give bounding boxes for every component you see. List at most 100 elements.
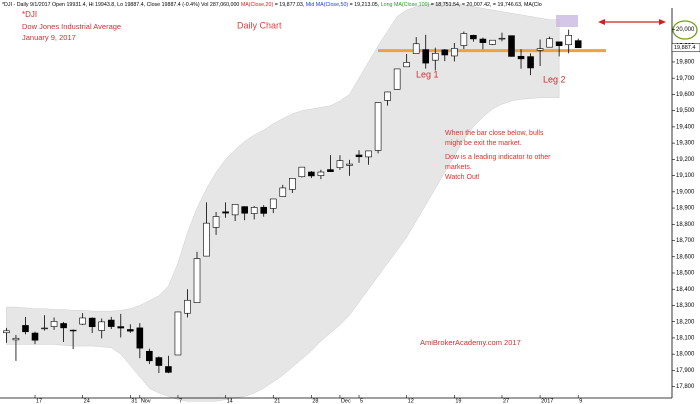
- x-tick-label: 24: [84, 398, 90, 404]
- x-tick-label: 28: [312, 398, 318, 404]
- candle-body: [460, 33, 468, 46]
- x-tick-label: 27: [503, 398, 509, 404]
- y-tick-label: 18,800: [676, 222, 695, 228]
- candle-body: [317, 171, 325, 176]
- candle-body: [546, 38, 553, 48]
- chart-title: Daily Chart: [237, 20, 282, 30]
- annotation: might be exit the market.: [445, 140, 522, 147]
- candle-body: [222, 211, 229, 214]
- candle-body: [155, 357, 163, 366]
- header-part: = 20,007.42,: [462, 2, 493, 8]
- candle-body: [498, 37, 506, 40]
- header-part: Long MA(Close,100): [381, 2, 430, 8]
- y-tick-label: 19,300: [676, 141, 695, 147]
- x-tick-label: 21: [274, 398, 280, 404]
- candle-body: [517, 55, 525, 60]
- candle-body: [479, 38, 487, 43]
- y-tick-label: 18,200: [676, 319, 695, 325]
- candle-body: [289, 178, 296, 190]
- annotation: AmiBrokerAcademy.com 2017: [420, 338, 521, 347]
- candle-body: [174, 311, 182, 356]
- x-tick-label: Nov: [141, 398, 151, 404]
- y-tick-label: 19,500: [676, 108, 695, 114]
- subtitle: Dow Jones Industrial Average: [22, 22, 121, 31]
- header-part: Mid MA(Close,50): [306, 2, 349, 8]
- candle-body: [384, 91, 391, 101]
- y-tick-label: 19,700: [676, 76, 695, 82]
- candle-body: [98, 321, 106, 331]
- candle-body: [31, 332, 39, 341]
- candle-body: [3, 330, 10, 334]
- y-tick-label: 18,000: [676, 352, 695, 358]
- arrow-head: [659, 19, 666, 25]
- candle-body: [536, 48, 544, 51]
- candle-body: [127, 329, 134, 332]
- x-tick-label: Dec: [341, 398, 351, 404]
- annotation: markets.: [445, 164, 472, 171]
- x-tick-label: 2017: [541, 398, 553, 404]
- y-tick-label: 19,400: [676, 124, 695, 130]
- annotation: Leg 1: [416, 69, 439, 79]
- highlight-box: [556, 15, 578, 27]
- last-price-label: 19,887.4: [674, 45, 695, 51]
- candle-body: [374, 102, 382, 151]
- candle-body: [12, 337, 20, 341]
- y-tick-label: 19,800: [676, 60, 695, 66]
- last-price-box: [671, 43, 700, 53]
- candle-body: [451, 48, 458, 57]
- highlight-circle: [672, 20, 698, 40]
- x-tick-label: 17: [36, 398, 42, 404]
- arrow-head: [598, 19, 605, 25]
- x-tick-label: 12: [408, 398, 414, 404]
- x-tick-label: 5: [360, 398, 363, 404]
- candle-body: [22, 325, 29, 333]
- candle-body: [565, 35, 572, 46]
- candle-body: [50, 321, 58, 327]
- candle-body: [470, 35, 477, 40]
- y-tick-label: 17,900: [676, 368, 695, 374]
- annotation: Watch Out!: [445, 174, 480, 181]
- candle-body: [69, 329, 77, 332]
- header-part: = 19,213.05,: [348, 2, 381, 8]
- x-tick-label: 7: [179, 398, 182, 404]
- candle-layer: [3, 29, 582, 374]
- candle-body: [136, 327, 144, 349]
- candle-body: [574, 40, 582, 49]
- annotations: Leg 1 Leg 2 When the bar close below, bull…: [416, 69, 566, 347]
- candle-body: [336, 160, 344, 168]
- bollinger-band: [6, 1, 560, 402]
- x-tick-label: 31: [131, 398, 137, 404]
- candle-body: [117, 326, 125, 329]
- candle-body: [327, 169, 334, 172]
- candle-body: [212, 216, 220, 228]
- candle-body: [203, 222, 210, 257]
- y-tick-label: 18,100: [676, 336, 695, 342]
- y-tick-label: 17,800: [676, 384, 695, 390]
- candle-body: [79, 317, 86, 325]
- y-tick-label: 18,900: [676, 206, 695, 212]
- candle-body: [403, 62, 410, 68]
- candle-body: [260, 206, 268, 214]
- candle-body: [441, 49, 449, 56]
- candle-body: [393, 68, 401, 90]
- header: *DJI - Daily 9/1/2017 Open 19931.4, Hi 1…: [2, 2, 542, 8]
- candle-body: [193, 258, 201, 304]
- candle-body: [165, 366, 172, 373]
- candle-body: [298, 166, 306, 178]
- y-tick-label: 19,000: [676, 189, 695, 195]
- annotation: Dow is a leading indicator to other: [445, 154, 551, 161]
- candle-body: [146, 350, 153, 362]
- date-label: January 9, 2017: [22, 33, 76, 42]
- y-tick-label: 20,000: [676, 27, 695, 33]
- red-arrow: [598, 19, 666, 25]
- candle-body: [41, 327, 48, 330]
- candle-body: [308, 171, 315, 177]
- x-tick-label: 14: [227, 398, 233, 404]
- candle-body: [107, 319, 115, 327]
- candle-body: [355, 154, 363, 158]
- header-part: = 19,746.63, MA(Clo: [493, 2, 542, 8]
- candle-body: [412, 43, 420, 54]
- candle-body: [231, 204, 239, 216]
- y-tick-label: 18,600: [676, 254, 695, 260]
